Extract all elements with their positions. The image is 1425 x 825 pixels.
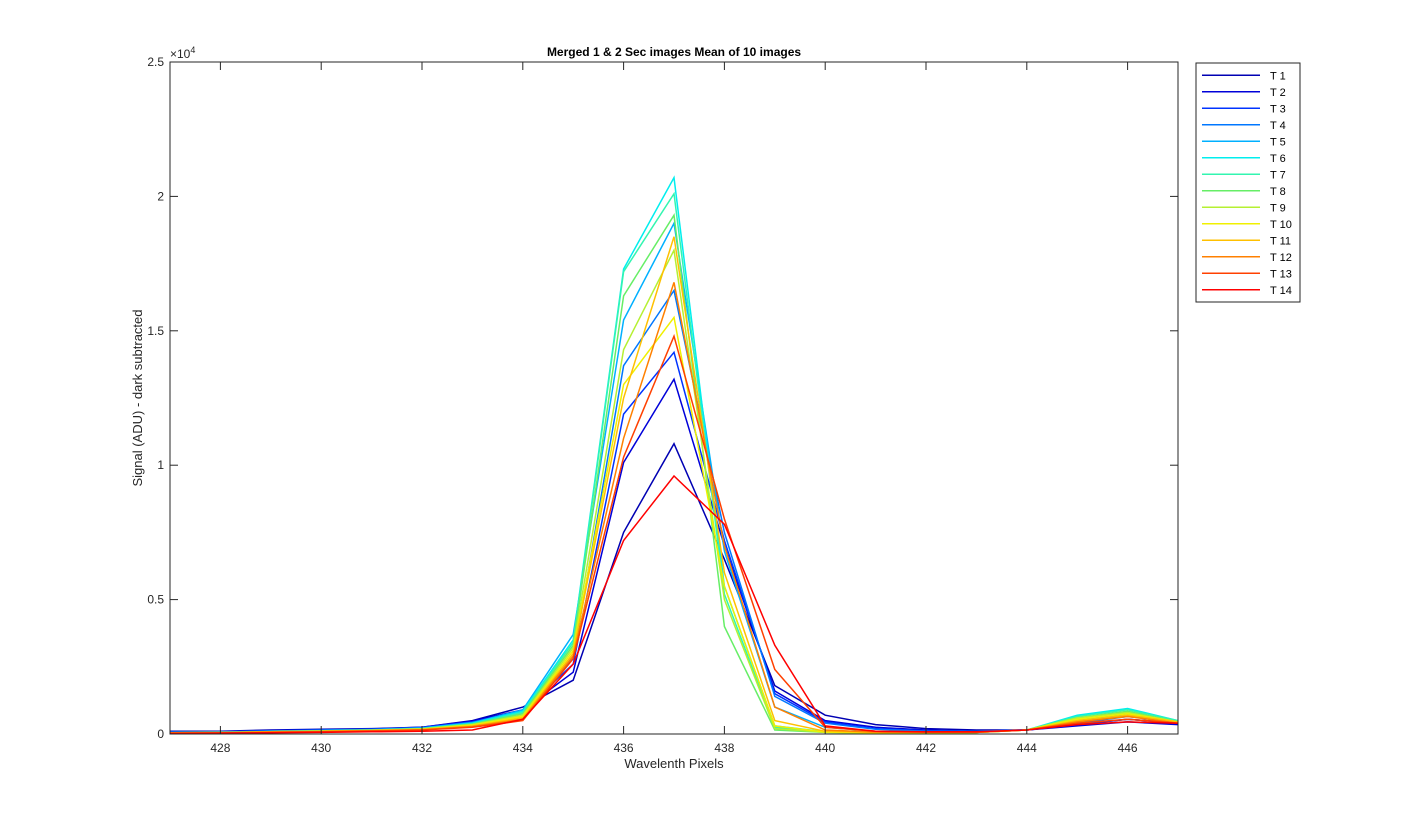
x-tick-label: 432: [412, 741, 432, 755]
legend-label-t7: T 7: [1270, 169, 1286, 181]
legend-label-t6: T 6: [1270, 153, 1286, 165]
y-tick-label: 2: [157, 189, 164, 203]
x-tick-label: 430: [311, 741, 331, 755]
legend-label-t11: T 11: [1270, 235, 1291, 247]
legend-box: [1195, 62, 1301, 303]
y-axis-label: Signal (ADU) - dark subtracted: [130, 309, 145, 486]
legend-label-t14: T 14: [1270, 285, 1292, 297]
legend-label-t8: T 8: [1270, 186, 1286, 198]
x-tick-label: 428: [210, 741, 230, 755]
y-tick-label: 0.5: [147, 593, 164, 607]
y-axis-exponent: ×104: [170, 45, 195, 61]
x-tick-label: 436: [614, 741, 634, 755]
series-group: [170, 175, 1178, 734]
y-axis-exponent-power: 4: [190, 45, 195, 55]
chart-title: Merged 1 & 2 Sec images Mean of 10 image…: [547, 45, 801, 59]
y-tick-label: 1.5: [147, 324, 164, 338]
legend-label-t12: T 12: [1270, 252, 1292, 264]
plot-background: [170, 62, 1178, 734]
legend-label-t4: T 4: [1270, 120, 1286, 132]
plot-area: 428 430 432 434 436 438 440 442 444 446 0 0.5 1 1.5 2 2…: [147, 55, 1179, 755]
x-tick-label: 442: [916, 741, 936, 755]
x-tick-label: 444: [1017, 741, 1037, 755]
legend-label-t9: T 9: [1270, 202, 1286, 214]
legend-label-t1: T 1: [1270, 70, 1286, 82]
axes-box: [169, 61, 1179, 735]
legend-label-t5: T 5: [1270, 136, 1286, 148]
legend-label-t2: T 2: [1270, 87, 1286, 99]
legend-label-t13: T 13: [1270, 268, 1292, 280]
legend-label-t10: T 10: [1270, 219, 1292, 231]
x-axis-label: Wavelenth Pixels: [624, 756, 724, 771]
y-tick-label: 0: [157, 727, 164, 741]
x-tick-label: 440: [815, 741, 835, 755]
x-tick-label: 446: [1118, 741, 1138, 755]
y-tick-label: 1: [157, 458, 164, 472]
x-tick-label: 434: [513, 741, 533, 755]
y-tick-label: 2.5: [147, 55, 164, 69]
series-line-t14: [170, 474, 1178, 734]
x-tick-label: 438: [714, 741, 734, 755]
y-axis-exponent-base: ×10: [170, 47, 191, 61]
legend-label-t3: T 3: [1270, 103, 1286, 115]
legend: T 1 T 2 T 3 T 4 T 5 T 6 T 7 T 8 T 9 T 10 T 11 T 12 T…: [1195, 62, 1301, 303]
